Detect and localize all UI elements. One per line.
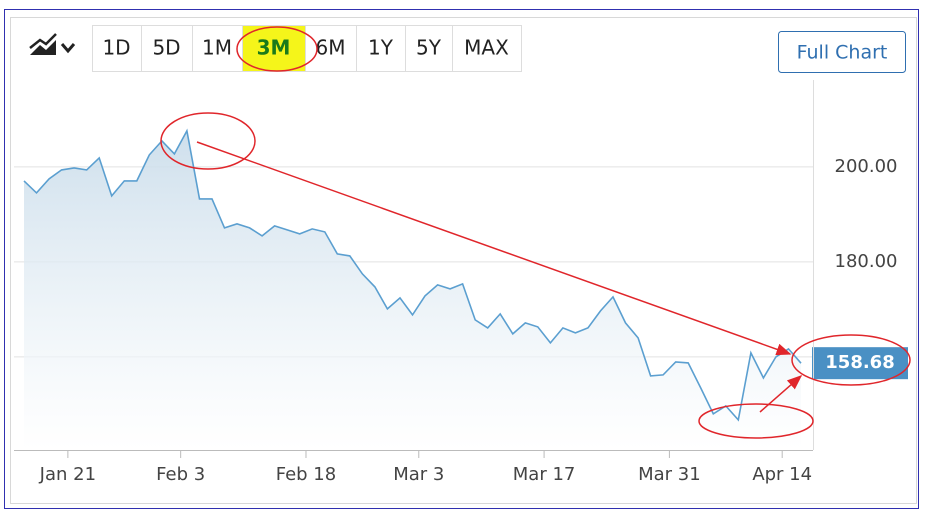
annotations bbox=[160, 26, 911, 439]
button-label: MAX bbox=[464, 36, 509, 60]
x-tick-label: Jan 21 bbox=[39, 464, 96, 485]
annotation-arrow bbox=[196, 141, 792, 356]
button-bg bbox=[778, 31, 906, 73]
toolbar: 1D 5D 1M 3M 6M 1Y 5Y MAX Full Chart bbox=[29, 25, 906, 73]
x-tick-label: Mar 3 bbox=[393, 464, 444, 485]
annotation-arrow bbox=[759, 375, 803, 413]
area bbox=[24, 130, 801, 450]
range-button[interactable]: 5Y bbox=[405, 25, 453, 72]
range-button[interactable]: 5D bbox=[141, 25, 193, 72]
button-bg bbox=[192, 25, 243, 72]
range-button[interactable]: 3M bbox=[242, 25, 306, 72]
button-label: Full Chart bbox=[797, 42, 888, 64]
x-tick-label: Mar 31 bbox=[638, 464, 701, 485]
button-bg bbox=[305, 25, 357, 72]
outer-frame bbox=[4, 9, 919, 509]
last-price-box bbox=[812, 347, 908, 380]
x-tick-label: Feb 18 bbox=[276, 464, 337, 485]
x-tick-label: Feb 3 bbox=[156, 464, 205, 485]
button-bg bbox=[92, 25, 142, 72]
button-label: 1M bbox=[202, 36, 232, 60]
chart-type-icon[interactable] bbox=[29, 33, 76, 55]
range-button[interactable]: MAX bbox=[452, 25, 522, 72]
highlight-ellipse bbox=[160, 112, 256, 170]
full-chart-button[interactable]: Full Chart bbox=[778, 31, 906, 73]
highlight-ellipse bbox=[791, 334, 911, 386]
button-bg bbox=[356, 25, 406, 72]
range-button[interactable]: 1M bbox=[192, 25, 243, 72]
button-label: 5D bbox=[152, 36, 180, 60]
x-tick-label: Mar 17 bbox=[513, 464, 576, 485]
highlight-ellipse bbox=[236, 26, 318, 72]
highlight-ellipse bbox=[698, 403, 814, 439]
y-tick-label: 180.00 bbox=[835, 251, 898, 272]
button-bg bbox=[452, 25, 522, 72]
last-price-label: 158.68 bbox=[825, 352, 894, 373]
button-label: 1D bbox=[102, 36, 130, 60]
button-label: 1Y bbox=[368, 36, 394, 60]
button-bg bbox=[141, 25, 193, 72]
range-button[interactable]: 6M bbox=[305, 25, 357, 72]
x-tick-label: Apr 14 bbox=[752, 464, 812, 485]
price-line bbox=[23, 128, 802, 422]
range-button[interactable]: 1Y bbox=[356, 25, 406, 72]
button-bg bbox=[242, 25, 306, 72]
button-label: 6M bbox=[316, 36, 346, 60]
button-label: 5Y bbox=[416, 36, 442, 60]
button-label: 3M bbox=[257, 36, 291, 60]
range-button[interactable]: 1D bbox=[92, 25, 142, 72]
y-tick-label: 200.00 bbox=[835, 156, 898, 177]
